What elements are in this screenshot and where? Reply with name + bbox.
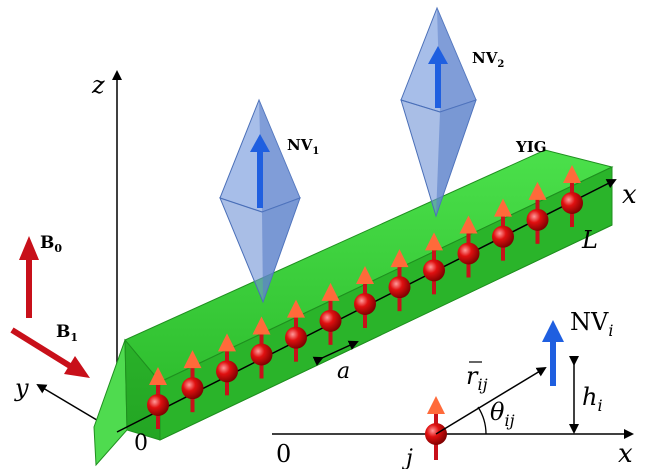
nv2-crystal bbox=[400, 6, 477, 218]
inset-x-label: x bbox=[618, 439, 633, 469]
nv1-crystal bbox=[219, 98, 301, 304]
length-label: L bbox=[581, 226, 598, 254]
b0-field-arrow bbox=[19, 236, 39, 318]
spin-chain bbox=[147, 165, 583, 429]
spin bbox=[388, 249, 411, 312]
inset-nv-label: NVi bbox=[570, 308, 613, 340]
inset-site-label: j bbox=[401, 446, 413, 469]
origin-label: 0 bbox=[134, 431, 148, 456]
y-axis-label: y bbox=[14, 374, 29, 402]
spin bbox=[319, 282, 342, 345]
spin bbox=[492, 198, 514, 261]
spin bbox=[216, 333, 238, 396]
spin bbox=[250, 316, 273, 379]
spin bbox=[457, 215, 480, 278]
inset-height-label: hi bbox=[582, 383, 603, 415]
spacing-label: a bbox=[337, 359, 350, 384]
inset-r-vector bbox=[435, 366, 547, 435]
nv1-label: NV1 bbox=[287, 136, 319, 157]
inset-geometry: 0 x j rij θij NVi hi bbox=[272, 308, 634, 469]
spin bbox=[561, 165, 583, 227]
inset-origin-label: 0 bbox=[276, 440, 291, 468]
spin bbox=[181, 350, 204, 413]
spin bbox=[423, 232, 445, 295]
inset-nv-arrow bbox=[542, 320, 564, 342]
inset-theta-arc bbox=[477, 406, 487, 435]
spin bbox=[354, 266, 376, 328]
inset-r-label: rij bbox=[466, 362, 488, 394]
inset-theta-label: θij bbox=[490, 398, 515, 430]
yig-bar-end-face bbox=[93, 339, 128, 467]
x-axis-top-label: x bbox=[622, 180, 637, 210]
spin bbox=[147, 367, 169, 429]
spin bbox=[285, 299, 307, 362]
nv2-label: NV2 bbox=[472, 49, 504, 70]
b0-label: B0 bbox=[40, 233, 62, 255]
z-axis-label: z bbox=[91, 71, 105, 99]
yig-label: YIG bbox=[515, 138, 547, 156]
b1-label: B1 bbox=[56, 322, 78, 344]
spin bbox=[526, 181, 549, 244]
b1-field-arrow bbox=[10, 327, 90, 378]
spacing-arrow bbox=[312, 340, 359, 366]
